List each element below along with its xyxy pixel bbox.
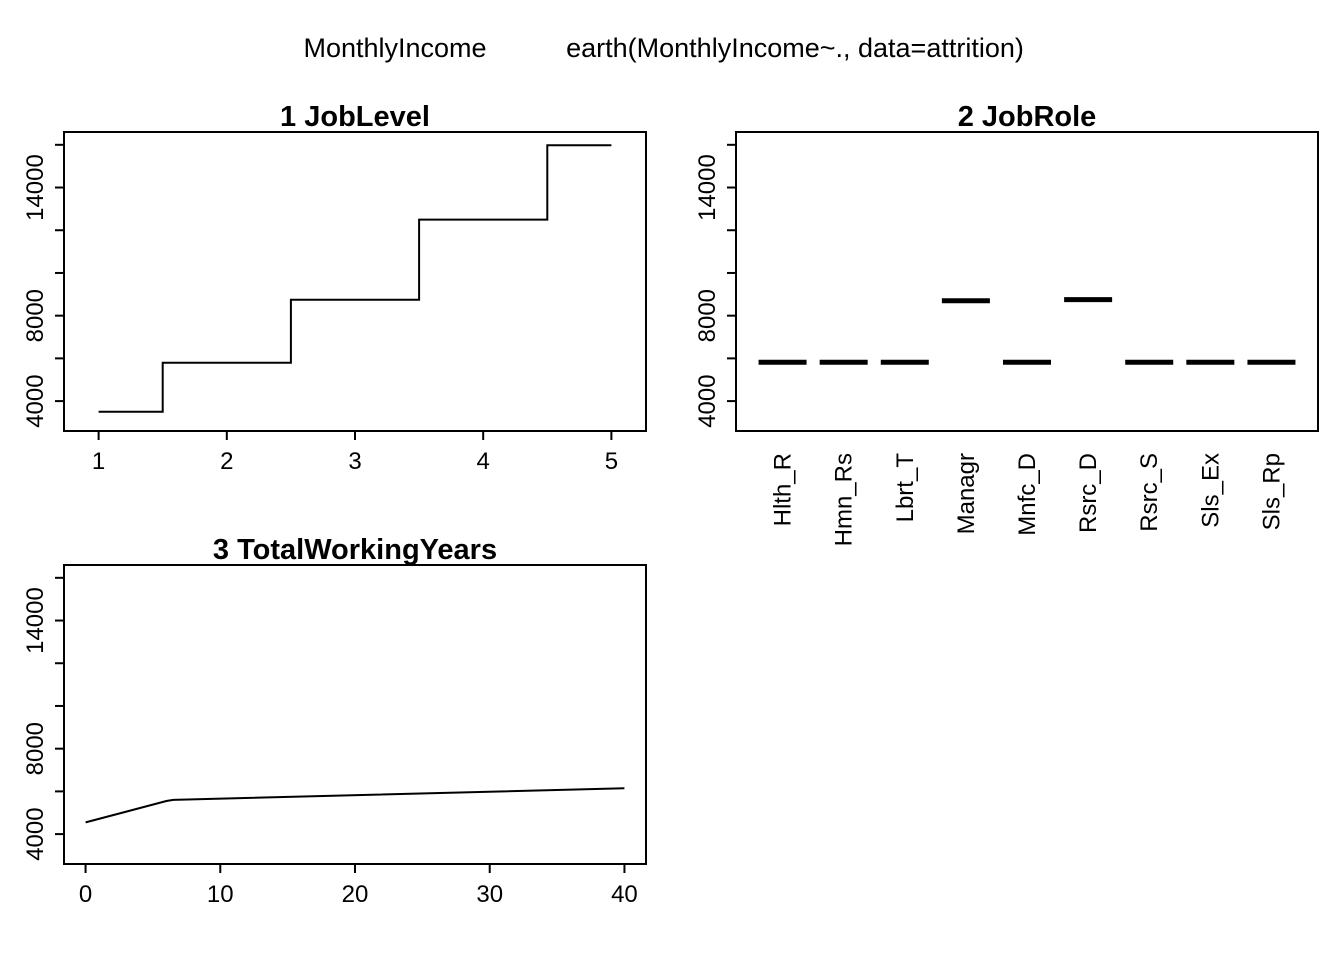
model-call-title: earth(MonthlyIncome~., data=attrition) — [566, 33, 1024, 63]
x-tick-label: Hlth_R — [770, 453, 797, 526]
x-tick-label: Lbrt_T — [892, 453, 919, 523]
x-tick-label: Sls_Ex — [1197, 453, 1224, 528]
x-tick-label: 2 — [220, 448, 233, 475]
y-tick-label: 4000 — [22, 374, 49, 427]
x-tick-label: 20 — [342, 881, 369, 908]
x-tick-label: Mnfc_D — [1014, 453, 1041, 536]
response-title: MonthlyIncome — [303, 33, 486, 63]
panel-title: 3 TotalWorkingYears — [213, 534, 497, 566]
x-tick-label: Hmn_Rs — [831, 453, 858, 546]
plot-frame — [63, 131, 647, 432]
x-tick-label: 0 — [79, 881, 92, 908]
x-tick-label: 10 — [207, 881, 234, 908]
y-tick-label: 8000 — [694, 289, 721, 342]
x-tick-label: 40 — [611, 881, 638, 908]
panel-1: 1 JobLevel 4000 8000 14000 1 2 3 4 5 — [22, 101, 647, 475]
panel-3: 3 TotalWorkingYears 4000 8000 14000 0 10 20 30 4… — [22, 534, 647, 908]
y-tick-label: 8000 — [22, 289, 49, 342]
y-tick-label: 14000 — [22, 587, 49, 654]
partial-dependence-line — [85, 787, 625, 824]
panel-title: 1 JobLevel — [280, 101, 430, 133]
y-tick-label: 14000 — [694, 154, 721, 221]
plot-frame — [63, 564, 647, 865]
x-tick-label: 5 — [605, 448, 618, 475]
x-tick-label: Managr — [953, 453, 980, 534]
y-tick-label: 14000 — [22, 154, 49, 221]
y-tick-label: 4000 — [22, 807, 49, 860]
x-tick-label: Rsrc_D — [1075, 453, 1102, 533]
x-tick-label: Rsrc_S — [1136, 453, 1163, 532]
y-tick-label: 8000 — [22, 722, 49, 775]
partial-dependence-line — [98, 144, 612, 413]
x-tick-label: 1 — [92, 448, 105, 475]
x-tick-label: 4 — [477, 448, 490, 475]
panel-title: 2 JobRole — [958, 101, 1097, 133]
y-tick-label: 4000 — [694, 374, 721, 427]
x-tick-label: 3 — [348, 448, 361, 475]
x-tick-label: Sls_Rp — [1258, 453, 1285, 530]
x-tick-label: 30 — [476, 881, 503, 908]
panel-2: 2 JobRole 4000 8000 14000 Hlth_R Hmn_Rs Lbrt_T… — [694, 101, 1319, 546]
plot-frame — [735, 131, 1319, 432]
